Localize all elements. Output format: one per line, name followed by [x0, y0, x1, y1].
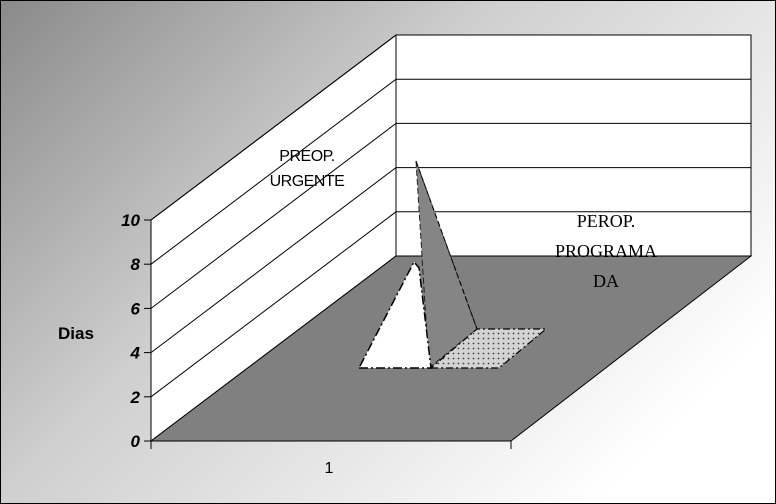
- y-tick-label: 6: [131, 299, 141, 318]
- y-tick-label: 2: [130, 388, 141, 407]
- y-tick-label: 8: [131, 255, 141, 274]
- series-ridge-edge: [415, 160, 478, 330]
- series-ridge-shade: [415, 160, 478, 370]
- gridline: [150, 122, 751, 309]
- value-axis: 0 2 4 6 8 10: [121, 211, 512, 451]
- annotation-programada: DA: [593, 271, 619, 291]
- back-wall: [395, 34, 752, 257]
- series-layer: [357, 160, 548, 370]
- gridline: [150, 34, 751, 221]
- series-urgente-peak: [357, 260, 432, 369]
- x-tick-label: 1: [325, 460, 334, 477]
- y-tick-label: 0: [131, 432, 141, 451]
- y-axis-title: Dias: [58, 324, 94, 343]
- y-tick-label: 10: [121, 211, 140, 230]
- y-tick-label: 4: [130, 344, 141, 363]
- gridline: [150, 167, 751, 353]
- annotation-programada: PROGRAMA: [555, 241, 657, 261]
- annotation-urgente: URGENTE: [270, 173, 345, 190]
- gridline: [150, 211, 751, 398]
- gridlines: [150, 34, 751, 398]
- labels-layer: Dias 1 PREOP. URGENTE PEROP. PROGRAMA DA: [58, 148, 657, 477]
- gridline: [150, 78, 751, 265]
- annotation-urgente: PREOP.: [279, 148, 334, 165]
- series-programada-slice: [429, 328, 548, 369]
- annotation-programada: PEROP.: [577, 211, 636, 231]
